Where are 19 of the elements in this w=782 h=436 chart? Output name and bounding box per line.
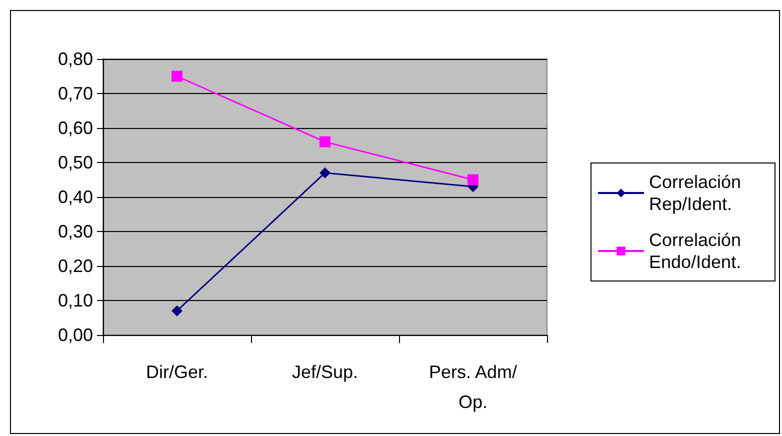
point (172, 70, 182, 82)
y-tick-label: 0,80 (58, 49, 93, 69)
point (468, 174, 478, 186)
y-tick-label: 0,70 (58, 84, 93, 104)
y-tick-label: 0,50 (58, 152, 93, 172)
y-tick-label: 0,40 (58, 187, 93, 207)
y-tick-label: 0,60 (58, 118, 93, 138)
point (320, 167, 330, 178)
legend-label: Correlación Endo/Ident. (649, 230, 746, 272)
y-tick-label: 0,10 (58, 290, 93, 310)
point (320, 136, 330, 148)
legend-label: Correlación Rep/Ident. (649, 172, 746, 214)
y-tick-label: 0,00 (58, 325, 93, 345)
x-tick-label: Dir/Ger. (146, 362, 208, 382)
x-tick-label: Pers. Adm/Op. (428, 362, 518, 412)
y-tick-label: 0,30 (58, 222, 93, 242)
x-tick-label: Jef/Sup. (292, 362, 358, 382)
y-tick-label: 0,20 (58, 256, 93, 276)
point (172, 305, 182, 316)
